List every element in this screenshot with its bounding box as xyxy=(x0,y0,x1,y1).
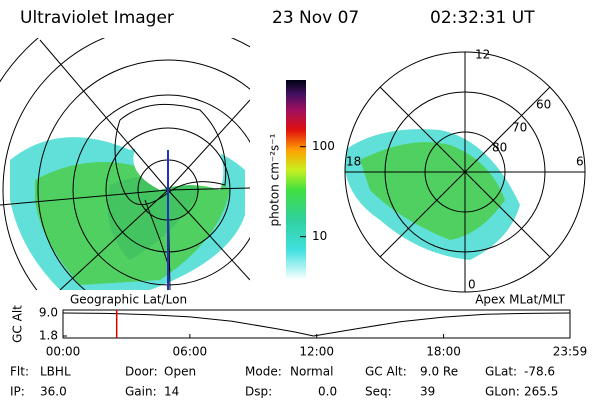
colorbar-label: photon cm⁻²s⁻¹ xyxy=(268,133,282,226)
x-tick-label: 00:00 xyxy=(46,345,81,359)
lat-label: 60 xyxy=(536,98,551,112)
field-value: 14 xyxy=(164,385,179,399)
field-label: Mode: xyxy=(245,365,282,379)
field-label: IP: xyxy=(10,385,25,399)
colorbar xyxy=(286,80,306,280)
alt-ylabel: GC Alt xyxy=(11,305,25,343)
mlt-label: 18 xyxy=(346,155,361,169)
field-label: Seq: xyxy=(365,385,392,399)
mlt-label: 6 xyxy=(576,155,584,169)
field-value: -78.6 xyxy=(524,365,555,379)
colorbar-tick-label: 100 xyxy=(312,139,335,153)
y-tick-label: 9.0 xyxy=(39,306,58,320)
field-value: 36.0 xyxy=(40,385,67,399)
right-image: 12 18 6 0 60 70 80 xyxy=(344,48,586,293)
field-value: 0.0 xyxy=(318,385,337,399)
field-label: Flt: xyxy=(10,365,29,379)
alt-line xyxy=(62,312,571,337)
left-image xyxy=(0,38,250,290)
x-tick-label: 18:00 xyxy=(426,345,461,359)
field-value: LBHL xyxy=(40,365,71,379)
time: 02:32:31 UT xyxy=(430,8,535,28)
field-label: Door: xyxy=(125,365,158,379)
x-tick-label: 06:00 xyxy=(173,345,208,359)
field-label: Dsp: xyxy=(245,385,272,399)
field-label: Gain: xyxy=(125,385,157,399)
mlt-label: 0 xyxy=(468,278,476,292)
x-tick-label: 12:00 xyxy=(299,345,334,359)
y-tick-label: 1.8 xyxy=(39,329,58,343)
field-label: GLon: xyxy=(485,385,520,399)
field-label: GLat: xyxy=(485,365,517,379)
x-tick-label: 23:59 xyxy=(553,345,588,359)
date: 23 Nov 07 xyxy=(272,8,359,28)
field-value: 265.5 xyxy=(524,385,558,399)
right-label: Apex MLat/MLT xyxy=(475,293,565,307)
field-value: Open xyxy=(164,365,196,379)
mlt-label: 12 xyxy=(475,48,490,62)
title: Ultraviolet Imager xyxy=(20,8,174,28)
field-label: GC Alt: xyxy=(365,365,407,379)
field-value: 39 xyxy=(420,385,435,399)
field-value: 9.0 Re xyxy=(420,365,458,379)
left-label: Geographic Lat/Lon xyxy=(70,293,187,307)
lat-label: 70 xyxy=(512,121,527,135)
colorbar-tick-label: 10 xyxy=(312,229,327,243)
field-value: Normal xyxy=(290,365,333,379)
lat-label: 80 xyxy=(492,141,507,155)
